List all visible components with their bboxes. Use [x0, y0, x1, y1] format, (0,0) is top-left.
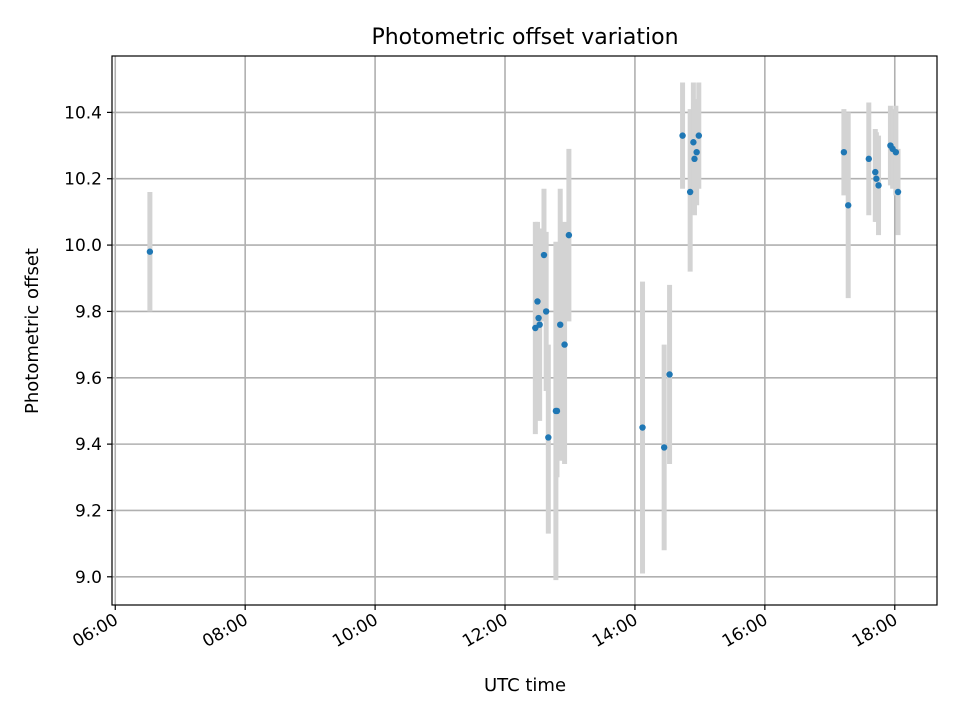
data-point	[875, 182, 882, 189]
data-point	[892, 148, 900, 156]
data-point	[679, 132, 686, 139]
y-tick-label: 10.0	[64, 236, 102, 256]
data-point	[534, 298, 541, 305]
data-point	[840, 148, 848, 156]
data-point	[873, 175, 880, 182]
y-tick-label: 10.2	[64, 170, 102, 190]
data-point	[639, 424, 646, 431]
data-point	[894, 188, 902, 196]
data-point	[146, 248, 154, 255]
data-point	[695, 132, 703, 139]
data-point	[693, 148, 700, 156]
data-point	[845, 202, 852, 209]
y-tick-label: 9.6	[75, 369, 102, 389]
data-point	[666, 371, 673, 378]
data-point	[545, 434, 552, 441]
data-point	[540, 251, 548, 259]
data-point	[691, 155, 698, 163]
grid	[112, 56, 937, 605]
data-point	[686, 188, 694, 196]
data-point	[542, 308, 550, 315]
data-point	[536, 321, 543, 328]
y-tick-label: 9.8	[75, 302, 102, 322]
y-tick-label: 9.2	[75, 501, 102, 521]
data-points	[146, 132, 902, 451]
x-axis-label: UTC time	[484, 675, 566, 696]
plot-frame	[111, 55, 938, 606]
y-tick-label: 9.0	[75, 568, 102, 588]
data-point	[865, 155, 872, 163]
data-point	[553, 407, 561, 415]
data-point	[557, 321, 564, 328]
axis-ticks: 06:00 08:00 10:00 12:00 14:00 16:00 18:009.09.…	[64, 103, 901, 651]
data-point	[872, 168, 879, 176]
data-point	[535, 314, 542, 322]
chart-title: Photometric offset variation	[371, 25, 678, 50]
data-point	[690, 139, 697, 146]
data-point	[532, 324, 539, 332]
data-point	[660, 444, 668, 451]
y-axis-label: Photometric offset	[22, 248, 43, 414]
data-point	[561, 341, 568, 348]
y-tick-label: 10.4	[64, 103, 102, 123]
y-tick-label: 9.4	[75, 435, 102, 455]
data-point	[565, 231, 573, 239]
